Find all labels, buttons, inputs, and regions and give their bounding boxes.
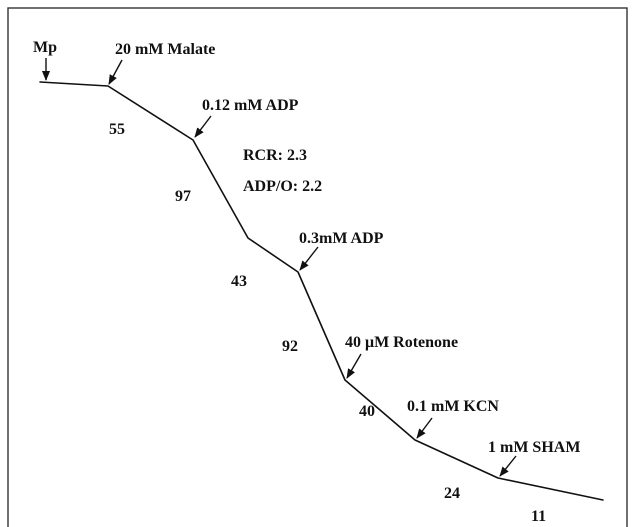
rate-label: 92 <box>282 338 298 355</box>
rate-label: 40 <box>359 403 375 420</box>
adp1-label: 0.12 mM ADP <box>202 97 299 114</box>
rate-label: 24 <box>444 485 460 502</box>
kcn-arrow <box>416 417 433 439</box>
malate-arrow <box>108 59 123 85</box>
adp1-arrow <box>194 115 212 138</box>
rotenone-label: 40 μM Rotenone <box>345 334 458 351</box>
mp-label: Mp <box>33 39 57 56</box>
malate-label: 20 mM Malate <box>115 41 215 58</box>
sham-label: 1 mM SHAM <box>488 439 580 456</box>
rcr-label: RCR: 2.3 <box>243 147 307 164</box>
sham-arrow <box>499 455 517 477</box>
adp2-label: 0.3mM ADP <box>299 230 384 247</box>
rotenone-arrow <box>346 353 362 379</box>
rate-label: 55 <box>109 121 125 138</box>
adp-o-label: ADP/O: 2.2 <box>243 178 322 195</box>
kcn-label: 0.1 mM KCN <box>407 398 499 415</box>
rate-label: 43 <box>231 273 247 290</box>
oxygen-trace-line <box>39 81 604 501</box>
rate-label: 97 <box>175 188 191 205</box>
figure-frame <box>7 7 628 527</box>
adp2-arrow <box>299 246 319 271</box>
rate-label: 11 <box>531 508 546 525</box>
